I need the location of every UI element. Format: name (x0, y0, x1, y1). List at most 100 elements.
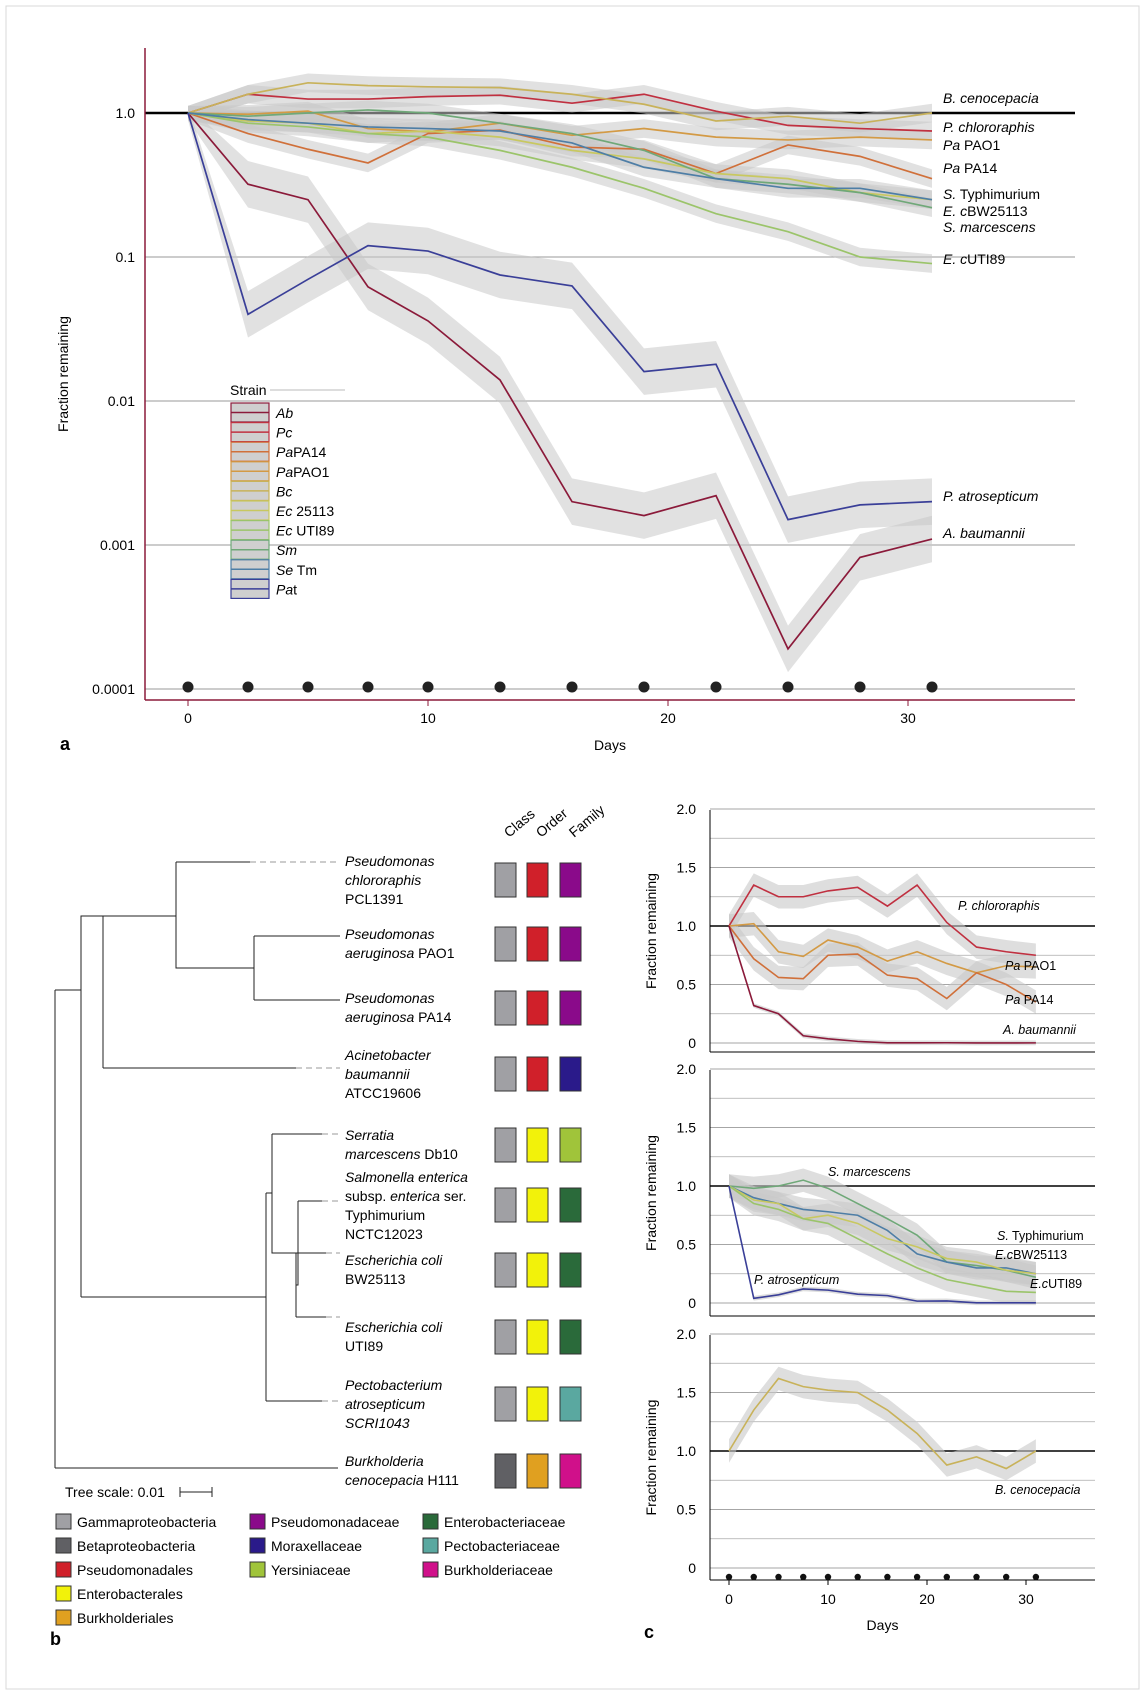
legend-item: Enterobacterales (77, 1586, 183, 1602)
y-tick-label: 0.5 (677, 1502, 697, 1518)
subpanel-c2: 0 0.5 1.0 1.5 2.0 Fraction remaining S. marces… (643, 1061, 1095, 1317)
series-label-ec25113: E.cBW25113 (995, 1248, 1067, 1262)
y-axis-label: Fraction remaining (55, 316, 71, 432)
legend-item: Burkholderiaceae (444, 1562, 553, 1578)
sampling-dot (566, 681, 578, 693)
y-tick-label: 0 (688, 1295, 696, 1311)
taxon-label-line: Burkholderia (345, 1453, 424, 1469)
taxon-class-box (494, 1453, 517, 1489)
legend-item: Moraxellaceae (271, 1538, 362, 1554)
sampling-dot (302, 681, 314, 693)
sampling-dot (750, 1573, 757, 1581)
taxon-label-line: Typhimurium (345, 1207, 425, 1223)
legend-swatch (422, 1513, 439, 1530)
taxon-label-line: aeruginosa PAO1 (345, 945, 455, 961)
taxon-order-box (526, 1386, 549, 1422)
legend-item-pat: Pat (276, 581, 297, 597)
legend-swatch (422, 1537, 439, 1554)
taxon-class-box (494, 1127, 517, 1163)
legend-item: Pseudomonadales (77, 1562, 193, 1578)
taxon-family-box (559, 1386, 582, 1422)
taxon-class-box (494, 1056, 517, 1092)
taxon-class-box (494, 1319, 517, 1355)
y-tick-label: 0 (688, 1035, 696, 1051)
series-line-ecuti89 (187, 112, 933, 265)
sampling-dot (782, 681, 794, 693)
legend-item: Betaproteobacteria (77, 1538, 196, 1554)
legend-item-bc: Bc (276, 483, 292, 499)
ci-band-ecuti89 (729, 1174, 1036, 1305)
y-tick-label: 0.1 (116, 249, 136, 265)
legend-swatch (249, 1537, 266, 1554)
taxon-label-line: Pseudomonas (345, 926, 435, 942)
legend-item: Burkholderiales (77, 1610, 174, 1626)
series-label-pat: P. atrosepticum (754, 1273, 839, 1287)
taxon-label-line: Serratia (345, 1127, 394, 1143)
series-line-bc (187, 81, 933, 125)
x-tick-label: 10 (820, 1591, 836, 1607)
series-line-papao1 (728, 922, 1036, 974)
legend-swatch (249, 1513, 266, 1530)
series-line-ab (728, 925, 1036, 1044)
taxon-label-line: marcescens Db10 (345, 1146, 458, 1162)
series-line-sm (728, 1179, 1037, 1279)
tree-branch (271, 1134, 298, 1254)
sampling-dot (638, 681, 650, 693)
y-axis-label: Fraction remaining (643, 1400, 659, 1516)
x-tick-label: 20 (660, 710, 676, 726)
tree-branch (296, 1201, 299, 1286)
y-tick-label: 2.0 (677, 801, 697, 817)
taxon-label-line: cenocepacia H111 (345, 1472, 459, 1488)
taxon-order-box (526, 1319, 549, 1355)
taxon-family-box (559, 1187, 582, 1223)
taxon-label-line: Pectobacterium (345, 1377, 443, 1393)
sampling-dot (854, 1573, 861, 1581)
tree-branch (80, 915, 103, 990)
sampling-dot (725, 1573, 733, 1581)
y-tick-label: 1.0 (677, 918, 697, 934)
taxon-label-line: subsp. enterica ser. (345, 1188, 466, 1204)
end-label-sm: S. marcescens (943, 219, 1036, 235)
tree-branch (175, 862, 254, 969)
sampling-dot (973, 1573, 980, 1581)
ci-band-ec25113 (729, 1174, 1036, 1286)
legend-item-papa14: PaPA14 (276, 444, 327, 460)
sampling-dot (1003, 1573, 1010, 1581)
sampling-dot (775, 1573, 782, 1581)
taxon-order-box (526, 1187, 549, 1223)
series-line-pc (728, 883, 1036, 957)
series-label-papao1: Pa PAO1 (1005, 959, 1056, 973)
sampling-dot (926, 681, 938, 693)
y-tick-label: 0 (688, 1560, 696, 1576)
legend-title: Strain (230, 382, 267, 398)
ci-band-pat (188, 105, 932, 543)
series-label-pc: P. chlororaphis (958, 899, 1040, 913)
panel-label-b: b (50, 1629, 61, 1649)
sampling-dot (800, 1573, 807, 1581)
taxon-class-box (494, 926, 517, 962)
figure-frame (5, 5, 1140, 1690)
end-label-ec25113: E. cBW25113 (943, 203, 1028, 219)
y-tick-label: 2.0 (677, 1326, 697, 1342)
y-tick-label: 1.0 (116, 105, 136, 121)
sampling-dot (494, 681, 506, 693)
sampling-dot (710, 681, 722, 693)
y-tick-label: 1.5 (677, 1120, 697, 1136)
legend-item: Enterobacteriaceae (444, 1514, 566, 1530)
taxon-order-box (526, 990, 549, 1026)
x-tick-label: 0 (725, 1591, 733, 1607)
panel-a: a 1.0 0.1 0.01 0.001 0.0001 0 10 20 30 Days Fracti… (55, 48, 1075, 754)
taxon-class-box (494, 1252, 517, 1288)
taxon-label-line: UTI89 (345, 1338, 383, 1354)
legend-item-ecuti89: Ec UTI89 (276, 523, 335, 539)
taxon-label-line: chlororaphis (345, 872, 421, 888)
tree-scale-bar (179, 1487, 213, 1497)
x-tick-label: 10 (420, 710, 436, 726)
series-label-bc: B. cenocepacia (995, 1483, 1081, 1497)
end-label-bc: B. cenocepacia (943, 90, 1039, 106)
sampling-dot (854, 681, 866, 693)
ci-band-bc (729, 1366, 1036, 1481)
legend-item-papao1: PaPAO1 (276, 464, 330, 480)
end-label-ab: A. baumannii (942, 525, 1026, 541)
